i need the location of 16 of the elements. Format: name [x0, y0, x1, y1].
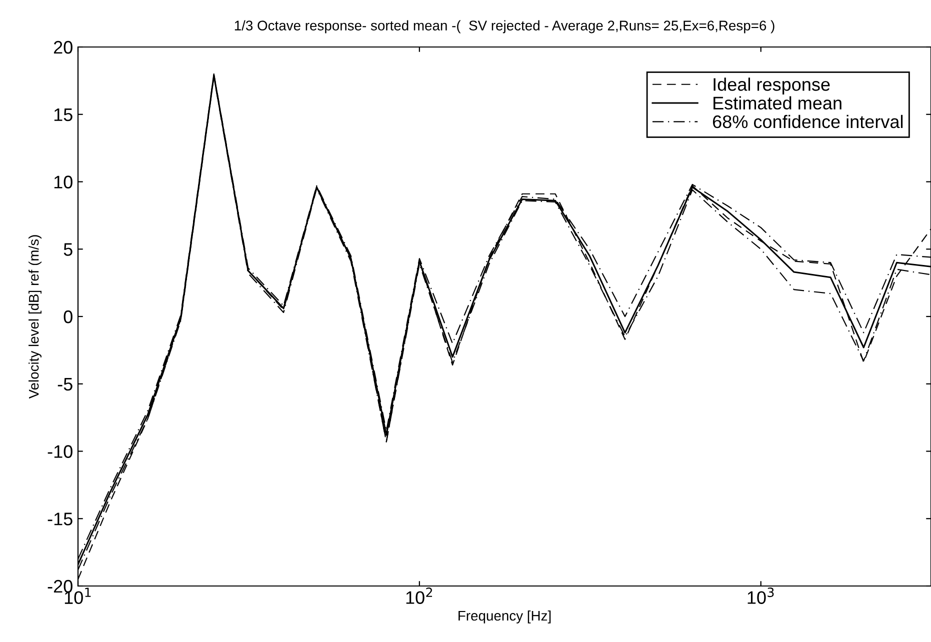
x-tick-label: 10$^{3}$	[748, 588, 774, 604]
x-tick-label: 10$^{2}$	[406, 588, 432, 604]
chart-title: 1/3 Octave response- sorted mean -( SV rejected - Average 2,Runs= 25,Ex=6,Resp=6 )	[234, 20, 774, 34]
y-tick-label: 20	[54, 40, 72, 54]
x-axis-title: Frequency [Hz]	[458, 610, 551, 624]
y-tick-label: 15	[54, 108, 72, 122]
y-tick-label: 5	[64, 243, 72, 256]
legend-label: Ideal response	[714, 78, 830, 94]
y-tick-label: 10	[54, 176, 72, 188]
legend-label: Estimated mean	[714, 96, 842, 110]
y-axis-title: Velocity level [dB] ref (m/s)	[28, 235, 42, 399]
y-tick-label: -15	[48, 512, 72, 526]
y-tick-label: 0	[64, 310, 72, 324]
y-tick-label: -10	[48, 445, 72, 458]
y-tick-label: -5	[58, 378, 72, 391]
legend-label: 68% confidence interval	[712, 114, 903, 128]
